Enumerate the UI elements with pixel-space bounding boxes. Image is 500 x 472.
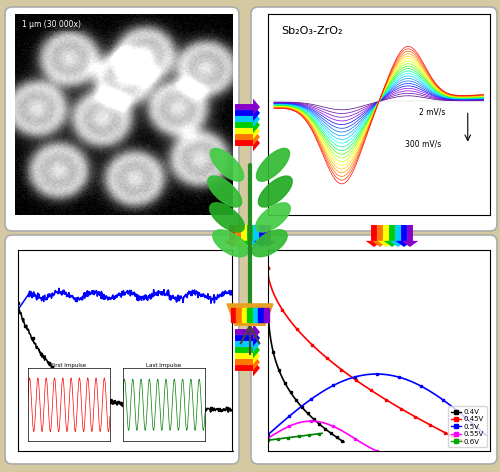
Bar <box>236 307 242 322</box>
Bar <box>248 307 252 322</box>
FancyBboxPatch shape <box>5 235 239 464</box>
FancyBboxPatch shape <box>251 235 497 464</box>
Ellipse shape <box>258 176 292 207</box>
Text: 2 mV/s: 2 mV/s <box>419 108 445 117</box>
FancyArrow shape <box>396 225 412 247</box>
Legend: 0.4V, 0.45V, 0.5V, 0.55V, 0.6V: 0.4V, 0.45V, 0.5V, 0.55V, 0.6V <box>448 406 486 447</box>
FancyBboxPatch shape <box>5 7 239 231</box>
FancyArrow shape <box>378 225 394 247</box>
Title: Last Impulse: Last Impulse <box>146 363 182 368</box>
FancyBboxPatch shape <box>251 7 497 231</box>
FancyArrow shape <box>390 225 406 247</box>
Ellipse shape <box>210 203 244 232</box>
FancyArrow shape <box>235 117 260 134</box>
FancyArrow shape <box>230 225 246 247</box>
Bar <box>231 307 236 322</box>
FancyArrow shape <box>235 324 260 340</box>
FancyArrow shape <box>235 135 260 152</box>
FancyArrow shape <box>260 225 276 247</box>
FancyArrow shape <box>402 225 418 247</box>
FancyArrow shape <box>235 123 260 139</box>
Ellipse shape <box>252 230 287 257</box>
FancyArrow shape <box>248 225 264 247</box>
Ellipse shape <box>256 148 290 181</box>
Polygon shape <box>227 304 273 325</box>
Bar <box>252 307 258 322</box>
FancyArrow shape <box>235 347 260 364</box>
FancyArrow shape <box>235 128 260 145</box>
Title: First Impulse: First Impulse <box>51 363 86 368</box>
Bar <box>258 307 264 322</box>
FancyArrow shape <box>366 225 382 247</box>
Ellipse shape <box>213 230 248 257</box>
Ellipse shape <box>256 203 290 232</box>
FancyArrow shape <box>235 342 260 358</box>
FancyArrow shape <box>384 225 400 247</box>
FancyArrow shape <box>235 360 260 376</box>
FancyArrow shape <box>254 225 270 247</box>
FancyArrow shape <box>235 99 260 115</box>
FancyArrow shape <box>372 225 388 247</box>
FancyArrow shape <box>236 225 252 247</box>
Ellipse shape <box>208 176 242 207</box>
FancyArrow shape <box>235 105 260 121</box>
FancyArrow shape <box>235 110 260 127</box>
Text: 1 μm (30 000x): 1 μm (30 000x) <box>22 20 80 29</box>
Text: 300 mV/s: 300 mV/s <box>406 140 442 149</box>
FancyArrow shape <box>235 354 260 371</box>
Bar <box>242 307 248 322</box>
FancyArrow shape <box>235 329 260 346</box>
FancyArrow shape <box>224 225 240 247</box>
Bar <box>264 307 269 322</box>
FancyArrow shape <box>242 225 258 247</box>
FancyArrow shape <box>235 336 260 353</box>
Ellipse shape <box>210 148 244 181</box>
Text: Sb₂O₃-ZrO₂: Sb₂O₃-ZrO₂ <box>281 26 342 36</box>
